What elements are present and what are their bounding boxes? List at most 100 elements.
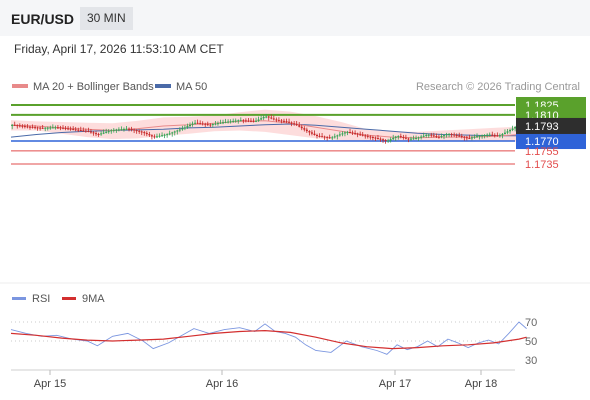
candle-body-19 (59, 127, 62, 129)
x-tick-label-3: Apr 18 (465, 378, 497, 390)
candle-body-24 (72, 129, 75, 131)
candle-body-178 (463, 136, 466, 138)
candle-body-48 (133, 129, 136, 131)
candle-body-129 (338, 134, 341, 136)
candle-body-58 (158, 135, 161, 137)
candle-body-41 (115, 129, 118, 131)
candle-body-3 (18, 125, 21, 127)
candle-body-31 (89, 131, 92, 133)
rsi-tick-0: 70 (525, 317, 537, 329)
candle-body-101 (267, 116, 270, 118)
candle-body-64 (173, 131, 176, 133)
candle-body-155 (404, 137, 407, 139)
candle-body-2 (16, 125, 19, 127)
candle-body-159 (415, 137, 418, 139)
candle-body-139 (364, 135, 367, 137)
candle-body-126 (331, 137, 334, 139)
candle-body-38 (107, 131, 110, 133)
candle-body-52 (143, 132, 146, 134)
candle-body-196 (509, 129, 512, 132)
level-label-4: 1.1735 (525, 159, 559, 171)
candle-body-33 (95, 133, 98, 135)
candle-body-156 (407, 138, 410, 140)
rsi-line (10, 321, 527, 355)
candle-body-172 (448, 134, 451, 136)
candle-body-95 (252, 121, 255, 123)
candle-body-111 (293, 123, 296, 125)
candle-body-90 (239, 120, 242, 122)
source-credit: Research © 2026 Trading Central (416, 81, 580, 93)
candle-body-177 (460, 136, 463, 138)
candle-body-161 (420, 136, 423, 138)
candle-body-119 (313, 133, 316, 135)
candle-body-121 (318, 135, 321, 137)
candle-body-74 (199, 123, 202, 125)
candle-body-51 (140, 131, 143, 133)
candle-body-81 (216, 123, 219, 125)
candle-body-145 (379, 138, 382, 140)
candle-body-59 (161, 135, 164, 137)
candle-body-76 (204, 123, 207, 125)
candle-body-60 (163, 134, 166, 136)
candle-body-181 (470, 137, 473, 139)
ma20-line (10, 120, 520, 139)
candle-body-184 (478, 135, 481, 137)
candle-body-20 (62, 127, 64, 129)
candle-body-153 (399, 136, 402, 138)
candle-body-150 (392, 137, 395, 140)
x-tick-label-1: Apr 16 (206, 378, 238, 390)
candle-body-137 (359, 134, 362, 136)
candle-body-198 (514, 127, 517, 129)
legend-ma50-swatch (155, 84, 171, 88)
candle-body-193 (501, 133, 504, 136)
candle-body-23 (69, 128, 72, 130)
rsi-tick-2: 30 (525, 355, 537, 367)
candle-body-154 (402, 136, 405, 138)
candle-body-104 (275, 119, 278, 121)
candle-body-110 (290, 122, 293, 124)
candle-body-194 (503, 132, 506, 134)
candle-body-143 (374, 137, 377, 139)
candle-body-55 (150, 135, 153, 137)
timeframe-badge[interactable]: 30 MIN (80, 7, 133, 30)
candle-body-30 (87, 131, 90, 133)
current-price-label: 1.1793 (525, 121, 559, 133)
candle-body-32 (92, 132, 95, 134)
candle-body-175 (455, 134, 458, 136)
candle-body-45 (125, 128, 128, 130)
candle-body-157 (409, 138, 412, 140)
candle-body-73 (196, 122, 199, 124)
candle-body-103 (272, 118, 275, 120)
candle-body-37 (105, 131, 108, 133)
legend-ma20-swatch (12, 84, 28, 88)
candle-body-102 (270, 117, 273, 119)
rsi-tick-1: 50 (525, 336, 537, 348)
candle-body-66 (178, 129, 181, 131)
x-tick-label-2: Apr 17 (379, 378, 411, 390)
candle-body-128 (336, 135, 339, 137)
candle-body-15 (49, 127, 52, 129)
candle-body-106 (280, 120, 283, 122)
candle-body-163 (425, 134, 428, 136)
candle-body-83 (222, 122, 225, 124)
candle-body-53 (145, 132, 148, 135)
candle-body-114 (300, 126, 303, 129)
rsi-ma-line (10, 329, 527, 350)
candle-body-113 (298, 125, 301, 127)
candle-body-151 (394, 136, 397, 138)
bollinger-band (11, 109, 519, 142)
candle-body-105 (277, 120, 280, 122)
candle-body-197 (511, 128, 514, 130)
candle-body-167 (435, 136, 438, 138)
candle-body-141 (369, 136, 372, 138)
candle-body-46 (128, 128, 131, 130)
candle-body-99 (262, 116, 265, 119)
candle-body-29 (84, 130, 87, 132)
candle-body-162 (422, 135, 425, 137)
candle-body-185 (481, 135, 484, 137)
candle-body-67 (181, 128, 184, 130)
candle-body-70 (189, 124, 191, 127)
candle-body-130 (341, 133, 344, 135)
candle-body-189 (491, 134, 494, 136)
candle-body-108 (285, 121, 288, 123)
